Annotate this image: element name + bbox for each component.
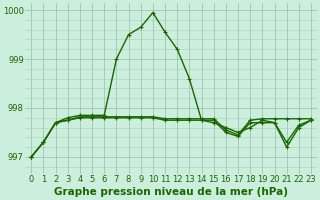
- X-axis label: Graphe pression niveau de la mer (hPa): Graphe pression niveau de la mer (hPa): [54, 187, 288, 197]
